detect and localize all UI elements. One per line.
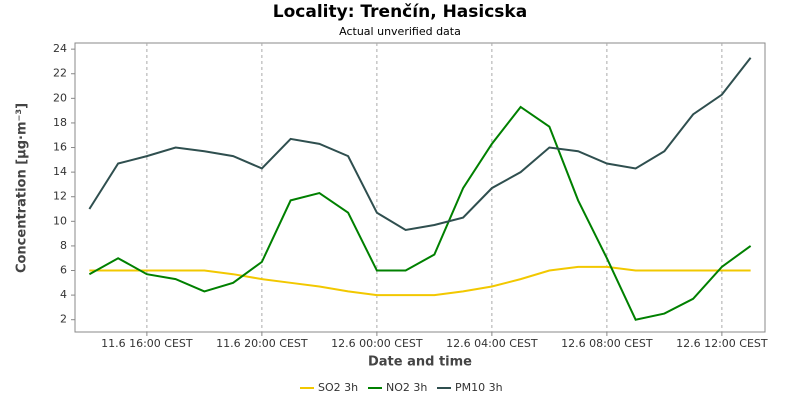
- series-line: [88, 57, 752, 231]
- chart-title: Locality: Trenčín, Hasicska: [273, 2, 527, 22]
- y-tick-label: 10: [53, 214, 67, 227]
- x-tick-label: 12.6 04:00 CEST: [446, 337, 538, 350]
- x-tick-label: 11.6 16:00 CEST: [101, 337, 193, 350]
- chart-subtitle: Actual unverified data: [339, 25, 461, 38]
- y-tick-label: 24: [53, 42, 67, 55]
- series-line: [88, 105, 752, 321]
- y-tick-label: 16: [53, 141, 67, 154]
- y-tick-label: 8: [60, 239, 67, 252]
- x-tick-label: 12.6 00:00 CEST: [331, 337, 423, 350]
- legend-label: PM10 3h: [455, 381, 503, 394]
- x-tick-label: 12.6 12:00 CEST: [676, 337, 768, 350]
- x-axis-label: Date and time: [368, 355, 472, 370]
- x-tick-label: 11.6 20:00 CEST: [216, 337, 308, 350]
- y-tick-label: 6: [60, 264, 67, 277]
- legend-label: SO2 3h: [318, 381, 358, 394]
- y-tick-label: 14: [53, 165, 67, 178]
- y-tick-label: 18: [53, 116, 67, 129]
- plot-frame: [74, 42, 766, 333]
- y-tick-label: 12: [53, 190, 67, 203]
- y-axis-label: Concentration [µg·m⁻³]: [15, 103, 30, 273]
- y-tick-label: 2: [60, 313, 67, 326]
- y-tick-label: 4: [60, 288, 67, 301]
- y-tick-label: 20: [53, 91, 67, 104]
- legend-label: NO2 3h: [386, 381, 427, 394]
- series-line: [89, 265, 751, 297]
- y-tick-label: 22: [53, 67, 67, 80]
- x-tick-label: 12.6 08:00 CEST: [561, 337, 653, 350]
